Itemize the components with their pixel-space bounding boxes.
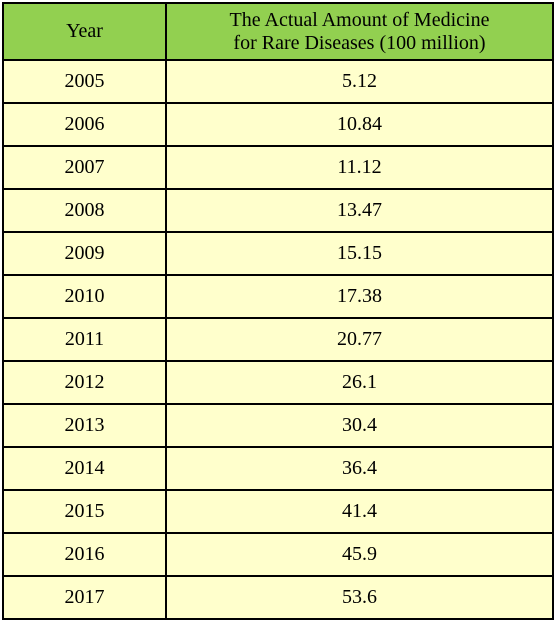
year-cell: 2012	[2, 360, 167, 405]
year-cell: 2010	[2, 274, 167, 319]
year-cell: 2014	[2, 446, 167, 491]
table-row: 2016 45.9	[2, 532, 554, 577]
table-row: 2009 15.15	[2, 231, 554, 276]
amount-cell: 20.77	[165, 317, 554, 362]
year-cell: 2005	[2, 59, 167, 104]
amount-cell: 30.4	[165, 403, 554, 448]
header-row: Year The Actual Amount of Medicine for R…	[2, 2, 554, 61]
amount-cell: 11.12	[165, 145, 554, 190]
table-row: 2013 30.4	[2, 403, 554, 448]
amount-cell: 53.6	[165, 575, 554, 620]
table-row: 2011 20.77	[2, 317, 554, 362]
table-row: 2008 13.47	[2, 188, 554, 233]
amount-cell: 10.84	[165, 102, 554, 147]
table-body: 2005 5.12 2006 10.84 2007 11.12 2008 13.47 2009 1…	[2, 59, 554, 620]
header-amount-line1: The Actual Amount of Medicine	[229, 8, 490, 31]
table-row: 2006 10.84	[2, 102, 554, 147]
year-cell: 2017	[2, 575, 167, 620]
table-row: 2007 11.12	[2, 145, 554, 190]
amount-cell: 15.15	[165, 231, 554, 276]
amount-cell: 41.4	[165, 489, 554, 534]
year-cell: 2009	[2, 231, 167, 276]
year-cell: 2006	[2, 102, 167, 147]
amount-cell: 5.12	[165, 59, 554, 104]
table-row: 2005 5.12	[2, 59, 554, 104]
table-row: 2017 53.6	[2, 575, 554, 620]
year-cell: 2016	[2, 532, 167, 577]
amount-cell: 17.38	[165, 274, 554, 319]
year-cell: 2007	[2, 145, 167, 190]
year-cell: 2011	[2, 317, 167, 362]
table-row: 2012 26.1	[2, 360, 554, 405]
header-year: Year	[2, 2, 167, 61]
header-amount: The Actual Amount of Medicine for Rare D…	[165, 2, 554, 61]
table-row: 2015 41.4	[2, 489, 554, 534]
amount-cell: 13.47	[165, 188, 554, 233]
amount-cell: 45.9	[165, 532, 554, 577]
year-cell: 2015	[2, 489, 167, 534]
table-row: 2010 17.38	[2, 274, 554, 319]
amount-cell: 36.4	[165, 446, 554, 491]
year-cell: 2013	[2, 403, 167, 448]
header-amount-line2: for Rare Diseases (100 million)	[233, 31, 486, 54]
amount-cell: 26.1	[165, 360, 554, 405]
year-cell: 2008	[2, 188, 167, 233]
table-row: 2014 36.4	[2, 446, 554, 491]
